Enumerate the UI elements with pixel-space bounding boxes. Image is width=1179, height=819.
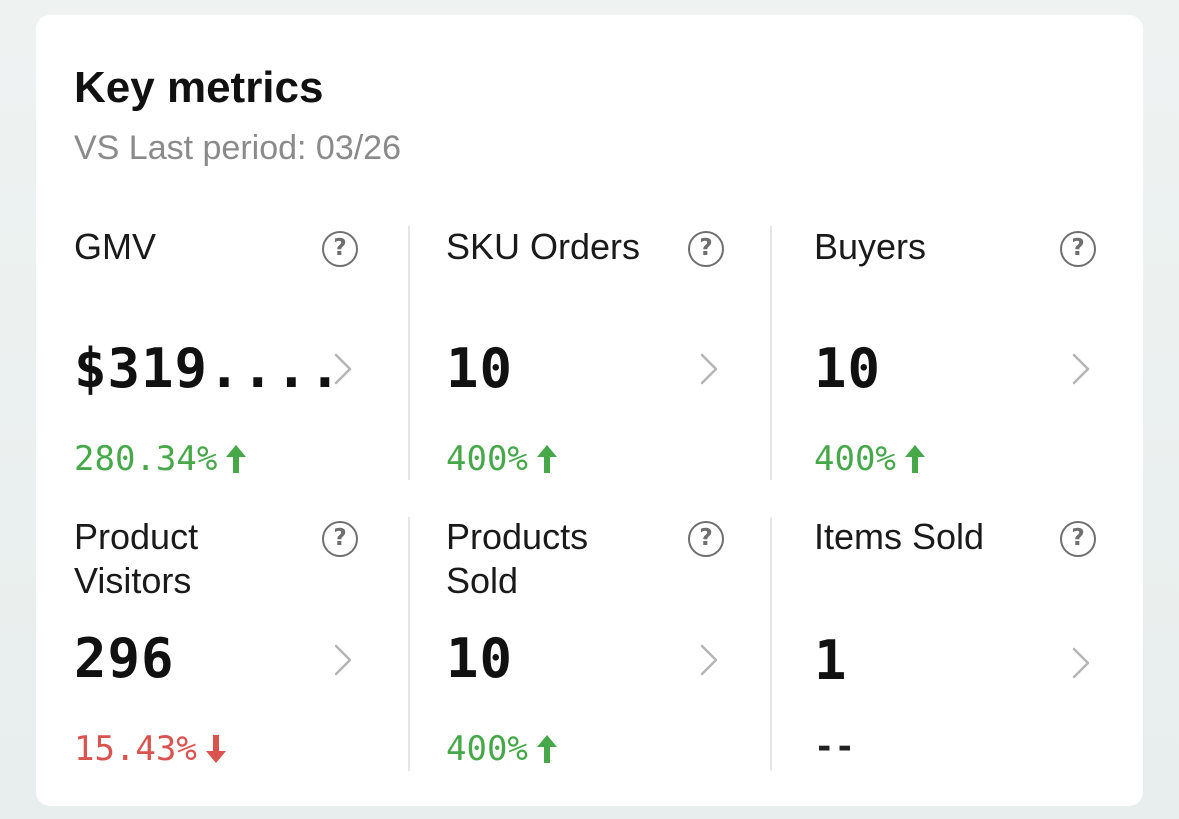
metric-items-sold[interactable]: Items Sold ? 1 --: [814, 515, 1106, 777]
chevron-right-icon[interactable]: [324, 642, 360, 678]
change-value: --: [814, 727, 855, 767]
change-value: 15.43%: [74, 729, 197, 769]
metric-value: 10: [446, 337, 514, 400]
metric-label: GMV: [74, 226, 157, 267]
question-circle-icon[interactable]: ?: [688, 231, 724, 267]
change-value: 400%: [446, 439, 528, 479]
change-value: 400%: [446, 729, 528, 769]
column-divider: [770, 226, 772, 480]
question-circle-icon[interactable]: ?: [322, 521, 358, 557]
arrow-up-icon: [904, 445, 925, 473]
column-divider: [408, 517, 410, 771]
change-value: 280.34%: [74, 439, 218, 479]
question-circle-icon[interactable]: ?: [1060, 521, 1096, 557]
arrow-down-icon: [205, 735, 226, 763]
change-value: 400%: [814, 439, 896, 479]
question-circle-icon[interactable]: ?: [1060, 231, 1096, 267]
metric-value: $319....: [74, 337, 343, 400]
arrow-up-icon: [226, 445, 247, 473]
metric-product-visitors[interactable]: Product Visitors ? 296 15.43%: [74, 515, 366, 777]
metric-change: 280.34%: [74, 439, 247, 479]
metric-label: SKU Orders: [446, 226, 641, 267]
chevron-right-icon[interactable]: [1062, 645, 1098, 681]
chevron-right-icon[interactable]: [690, 642, 726, 678]
metric-value: 10: [446, 627, 514, 690]
metric-buyers[interactable]: Buyers ? 10 400%: [814, 225, 1106, 487]
metric-label: Product Visitors: [74, 516, 199, 601]
chevron-right-icon[interactable]: [324, 351, 360, 387]
arrow-up-icon: [536, 445, 557, 473]
metric-change: --: [814, 727, 855, 767]
arrow-up-icon: [536, 735, 557, 763]
metric-label: Items Sold: [814, 516, 985, 557]
metric-sku-orders[interactable]: SKU Orders ? 10 400%: [446, 225, 732, 487]
comparison-period: VS Last period: 03/26: [74, 129, 402, 167]
metric-value: 10: [814, 337, 882, 400]
column-divider: [408, 226, 410, 480]
chevron-right-icon[interactable]: [690, 351, 726, 387]
card-title: Key metrics: [74, 63, 324, 112]
metric-gmv[interactable]: GMV ? $319.... 280.34%: [74, 225, 366, 487]
metric-value: 1: [814, 629, 848, 692]
chevron-right-icon[interactable]: [1062, 351, 1098, 387]
metric-change: 15.43%: [74, 729, 227, 769]
question-circle-icon[interactable]: ?: [322, 231, 358, 267]
metric-products-sold[interactable]: Products Sold ? 10 400%: [446, 515, 732, 777]
metric-change: 400%: [814, 439, 926, 479]
key-metrics-card: Key metrics VS Last period: 03/26 GMV ? …: [36, 15, 1143, 806]
metric-label: Products Sold: [446, 516, 589, 601]
column-divider: [770, 517, 772, 771]
metric-change: 400%: [446, 439, 558, 479]
question-circle-icon[interactable]: ?: [688, 521, 724, 557]
metric-change: 400%: [446, 729, 558, 769]
metric-label: Buyers: [814, 226, 927, 267]
metric-value: 296: [74, 627, 175, 690]
